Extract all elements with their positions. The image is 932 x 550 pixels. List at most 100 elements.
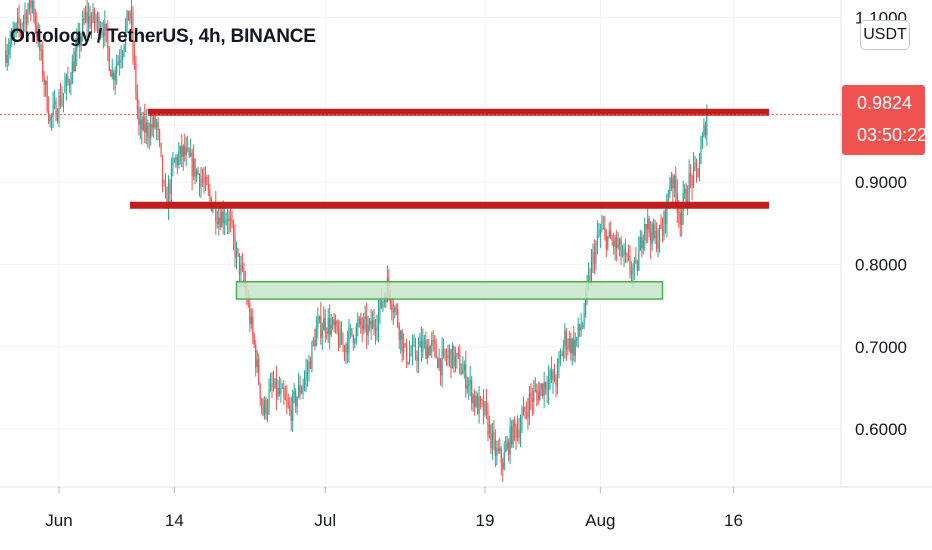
candle-body: [113, 72, 115, 81]
currency-button[interactable]: USDT: [860, 20, 910, 50]
candle-body: [401, 330, 403, 352]
candle-body: [364, 316, 366, 319]
candle-body: [77, 33, 79, 42]
candle-body: [545, 382, 547, 390]
candle-body: [71, 61, 73, 84]
candle-body: [111, 72, 113, 77]
candle-body: [599, 229, 601, 235]
time-axis-label: 14: [165, 511, 184, 530]
candle-body: [321, 330, 323, 338]
candle-body: [477, 395, 479, 414]
candle-body: [414, 344, 417, 357]
candle-body: [148, 135, 150, 138]
candle-body: [147, 122, 149, 136]
candle-body: [681, 211, 683, 225]
candle-body: [407, 362, 409, 364]
candle-body: [274, 378, 276, 388]
candle-body: [170, 165, 173, 194]
candle-body: [484, 401, 486, 415]
candle-body: [619, 239, 621, 245]
candle-body: [494, 439, 496, 456]
candle-body: [550, 370, 553, 380]
candle-body: [314, 339, 316, 347]
candle-body: [191, 152, 193, 177]
candle-body: [654, 231, 656, 238]
candle-body: [595, 245, 597, 265]
candle-body: [59, 95, 62, 106]
candle-body: [28, 0, 31, 10]
candle-body: [408, 354, 411, 363]
candle-body: [86, 12, 88, 23]
candle-body: [315, 327, 317, 347]
candle-body: [169, 184, 171, 194]
candle-body: [423, 340, 425, 341]
candle-body: [697, 168, 699, 177]
candle-body: [641, 237, 643, 249]
candle-body: [241, 265, 244, 270]
candle-body: [22, 19, 25, 25]
candle-body: [312, 339, 315, 343]
candle-body: [83, 18, 85, 21]
candle-body: [663, 211, 665, 236]
candle-body: [33, 0, 35, 17]
candle-body: [126, 10, 128, 27]
candle-body: [5, 50, 7, 63]
candle-body: [324, 318, 326, 332]
candle-body: [438, 358, 440, 369]
candle-body: [342, 344, 344, 346]
candle-body: [163, 181, 165, 184]
candle-body: [299, 385, 301, 394]
drawings[interactable]: [0, 108, 841, 300]
candle-body: [672, 177, 674, 189]
candle-body: [107, 30, 109, 49]
candle-body: [182, 145, 184, 158]
candle-body: [179, 146, 181, 155]
candle-body: [188, 149, 190, 157]
candle-body: [567, 347, 569, 350]
candle-body: [437, 358, 439, 369]
candle-body: [706, 114, 708, 136]
candle-body: [574, 340, 576, 356]
candle-body: [119, 61, 121, 63]
candle-body: [635, 260, 637, 262]
candle-body: [366, 316, 368, 336]
candle-body: [400, 330, 402, 340]
candle-body: [379, 298, 381, 313]
candle-body: [392, 310, 394, 313]
candle-body: [698, 163, 701, 177]
candle-body: [27, 9, 29, 23]
candle-body: [144, 116, 146, 133]
candle-body: [55, 101, 57, 121]
candle-body: [398, 325, 400, 340]
candle-body: [679, 213, 681, 225]
candle-body: [431, 340, 433, 347]
candle-body: [201, 178, 204, 182]
candle-body: [34, 16, 36, 26]
candle-body: [335, 321, 337, 326]
candle-body: [546, 389, 548, 391]
candle-body: [673, 175, 675, 189]
support-zone[interactable]: [235, 281, 664, 300]
time-axis[interactable]: Jun 14 Jul 19 Aug 16: [45, 487, 743, 530]
candle-body: [227, 219, 229, 222]
candle-body: [95, 21, 97, 24]
candle-body: [694, 162, 696, 165]
candle-body: [9, 41, 11, 50]
candle-body: [596, 234, 599, 246]
candle-body: [584, 290, 587, 315]
candle-body: [286, 399, 288, 403]
candle-body: [277, 387, 279, 397]
candle-body: [185, 148, 187, 156]
candle-body: [212, 207, 214, 211]
candle-body: [629, 257, 631, 271]
candle-body: [318, 316, 320, 321]
candle-body: [317, 320, 319, 328]
candle-body: [133, 50, 136, 62]
candle-body: [240, 265, 242, 275]
candle-body: [590, 258, 593, 281]
candle-body: [215, 203, 217, 222]
candle-body: [51, 115, 53, 118]
candle-body: [293, 391, 295, 394]
